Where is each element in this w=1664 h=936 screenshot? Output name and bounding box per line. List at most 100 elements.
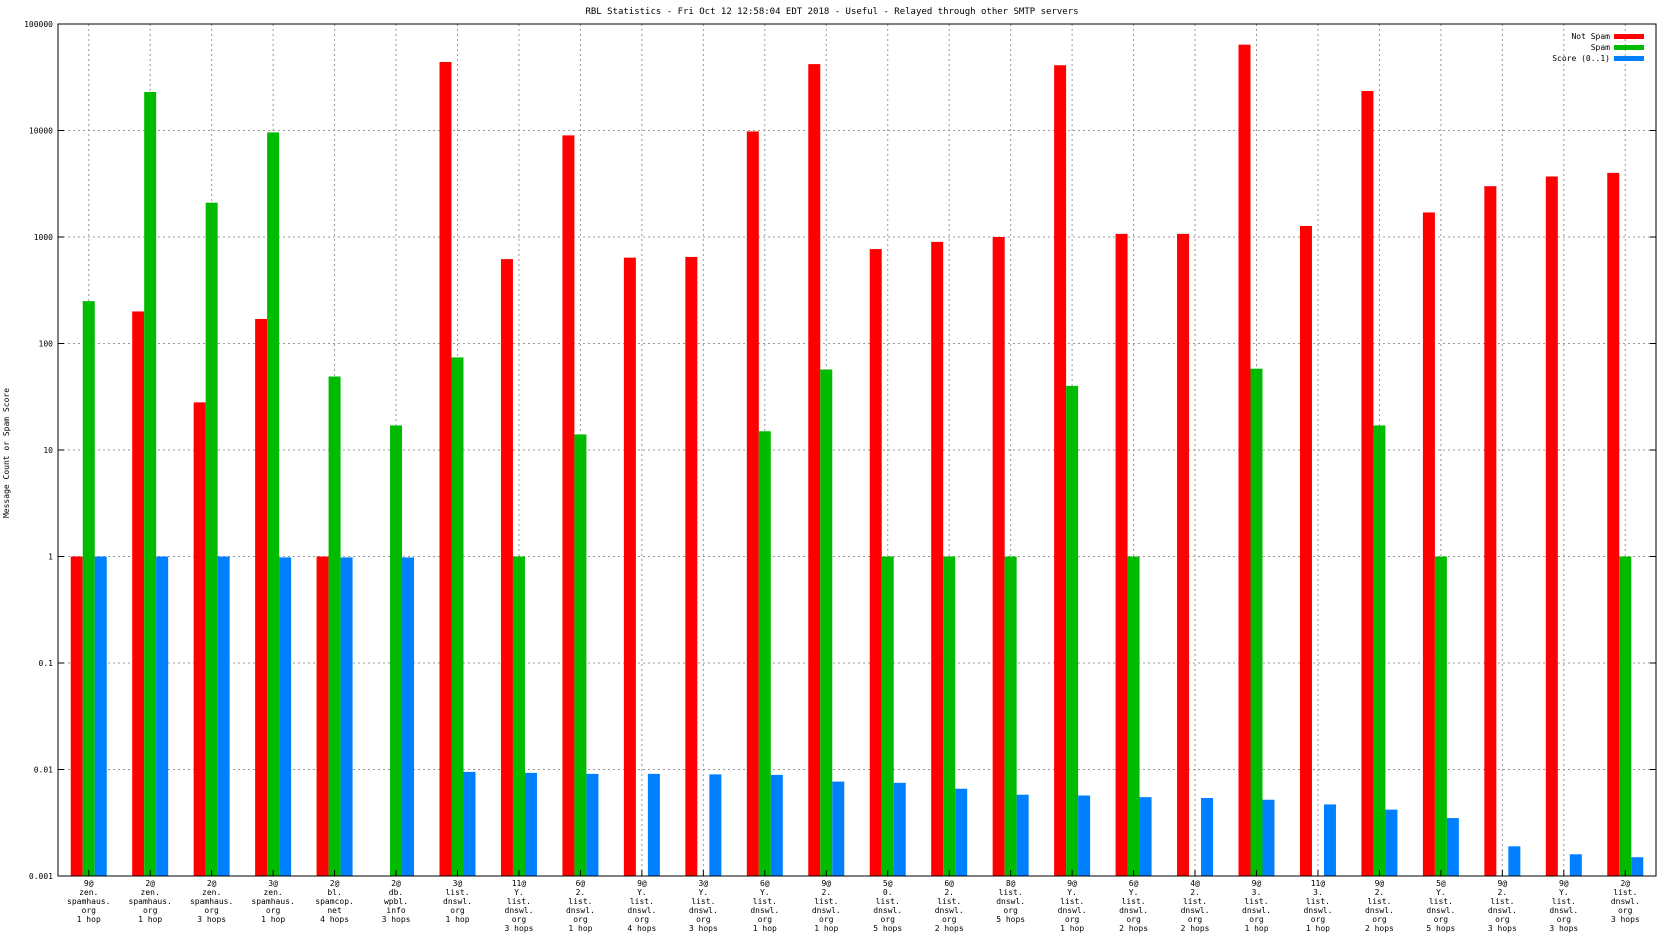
x-tick-label: 2@ db. wpbl. info 3 hops — [382, 879, 411, 924]
bar — [1139, 797, 1152, 876]
x-tick-label: 9@ zen. spamhaus. org 1 hop — [67, 879, 110, 924]
legend-label: Score (0..1) — [1552, 54, 1610, 63]
bar — [1250, 368, 1263, 876]
bar — [1422, 212, 1435, 877]
x-tick-label: 2@ list. dnswl. org 3 hops — [1611, 879, 1640, 924]
x-tick-label: 5@ Y. list. dnswl. org 5 hops — [1426, 879, 1455, 933]
x-tick-label: 3@ Y. list. dnswl. org 3 hops — [689, 879, 718, 933]
x-tick-label: 8@ list. dnswl. org 5 hops — [996, 879, 1025, 924]
bar — [500, 259, 513, 876]
bar — [1299, 225, 1312, 877]
bar — [1619, 556, 1632, 876]
bar — [1385, 809, 1398, 876]
bar — [943, 556, 956, 876]
bar — [562, 135, 575, 876]
bar — [1016, 794, 1029, 876]
bar — [1607, 172, 1620, 876]
y-tick-label: 0.001 — [29, 872, 53, 881]
y-axis-label: Message Count or Spam Score — [2, 388, 11, 518]
legend-label: Not Spam — [1571, 32, 1610, 41]
bar — [1127, 556, 1140, 876]
y-tick-label: 0.01 — [34, 766, 53, 775]
bar — [328, 376, 341, 876]
bar — [758, 431, 771, 876]
bar — [992, 237, 1005, 876]
bar — [1373, 425, 1386, 876]
legend-label: Spam — [1591, 43, 1610, 52]
bar — [1115, 233, 1128, 877]
y-tick-label: 0.1 — [39, 659, 54, 668]
bar — [1569, 854, 1582, 876]
x-tick-label: 2@ bl. spamcop. net 4 hops — [315, 879, 354, 924]
bar — [770, 774, 783, 876]
bar — [1323, 804, 1336, 876]
bar — [217, 556, 230, 876]
bar — [647, 773, 660, 876]
bar — [746, 131, 759, 876]
bar — [94, 556, 107, 876]
bar — [316, 556, 329, 876]
bar — [869, 249, 882, 876]
bar — [512, 556, 525, 876]
bar — [193, 402, 206, 876]
bar — [1508, 846, 1521, 876]
bar — [1066, 385, 1079, 876]
bar — [586, 773, 599, 876]
y-tick-label: 1000 — [34, 233, 53, 242]
bar — [524, 772, 537, 876]
y-axis-ticks: 0.001 0.01 0.1 1 10 100 1000 10000 100000 — [24, 20, 1656, 881]
bar — [574, 434, 587, 876]
bar — [955, 788, 968, 876]
bar — [893, 782, 906, 876]
x-tick-label: 9@ 3. list. dnswl. org 1 hop — [1242, 879, 1271, 933]
bar — [1361, 90, 1374, 877]
bar — [402, 557, 415, 876]
x-axis-ticks: 9@ zen. spamhaus. org 1 hop 2@ zen. spamhaus. or… — [67, 870, 1640, 933]
x-tick-label: 2@ zen. spamhaus. org 3 hops — [190, 879, 233, 924]
x-tick-label: 6@ 2. list. dnswl. org 2 hops — [935, 879, 964, 933]
chart-title: RBL Statistics - Fri Oct 12 12:58:04 EDT… — [585, 7, 1078, 17]
bar — [451, 357, 464, 876]
bar — [132, 311, 145, 876]
bar — [1238, 44, 1251, 876]
bar — [82, 301, 95, 876]
bar — [1201, 798, 1214, 876]
bar — [685, 256, 698, 877]
bar — [1054, 65, 1067, 876]
bar — [267, 132, 280, 876]
bar — [1177, 233, 1190, 877]
bar — [832, 781, 845, 876]
y-tick-label: 1 — [48, 553, 53, 562]
bar — [1078, 795, 1091, 876]
x-tick-label: 6@ 2. list. dnswl. org 1 hop — [566, 879, 595, 933]
bar — [156, 556, 169, 876]
bar — [390, 425, 403, 876]
x-tick-label: 11@ 3. list. dnswl. org 1 hop — [1304, 879, 1333, 933]
bar — [1484, 186, 1497, 876]
bar — [820, 369, 833, 876]
bar — [709, 774, 722, 876]
bar — [1631, 857, 1644, 876]
x-tick-label: 9@ Y. list. dnswl. org 1 hop — [1058, 879, 1087, 933]
x-tick-label: 3@ zen. spamhaus. org 1 hop — [251, 879, 294, 924]
bar — [931, 241, 944, 876]
bar — [144, 91, 157, 877]
x-tick-label: 5@ 0. list. dnswl. org 5 hops — [873, 879, 902, 933]
x-tick-label: 9@ 2. list. dnswl. org 2 hops — [1365, 879, 1394, 933]
x-tick-label: 9@ Y. list. dnswl. org 3 hops — [1549, 879, 1578, 933]
x-tick-label: 9@ 2. list. dnswl. org 1 hop — [812, 879, 841, 933]
bar — [881, 556, 894, 876]
x-tick-label: 9@ 2. list. dnswl. org 3 hops — [1488, 879, 1517, 933]
y-tick-label: 10 — [43, 446, 53, 455]
legend-swatch — [1614, 34, 1644, 39]
bar — [205, 202, 218, 876]
bar — [623, 257, 636, 876]
x-tick-label: 9@ Y. list. dnswl. org 4 hops — [627, 879, 656, 933]
bar — [279, 557, 292, 876]
x-tick-label: 2@ zen. spamhaus. org 1 hop — [129, 879, 172, 924]
x-tick-label: 6@ Y. list. dnswl. org 1 hop — [750, 879, 779, 933]
bar — [1545, 176, 1558, 876]
bar — [340, 557, 353, 876]
bar — [808, 64, 821, 876]
